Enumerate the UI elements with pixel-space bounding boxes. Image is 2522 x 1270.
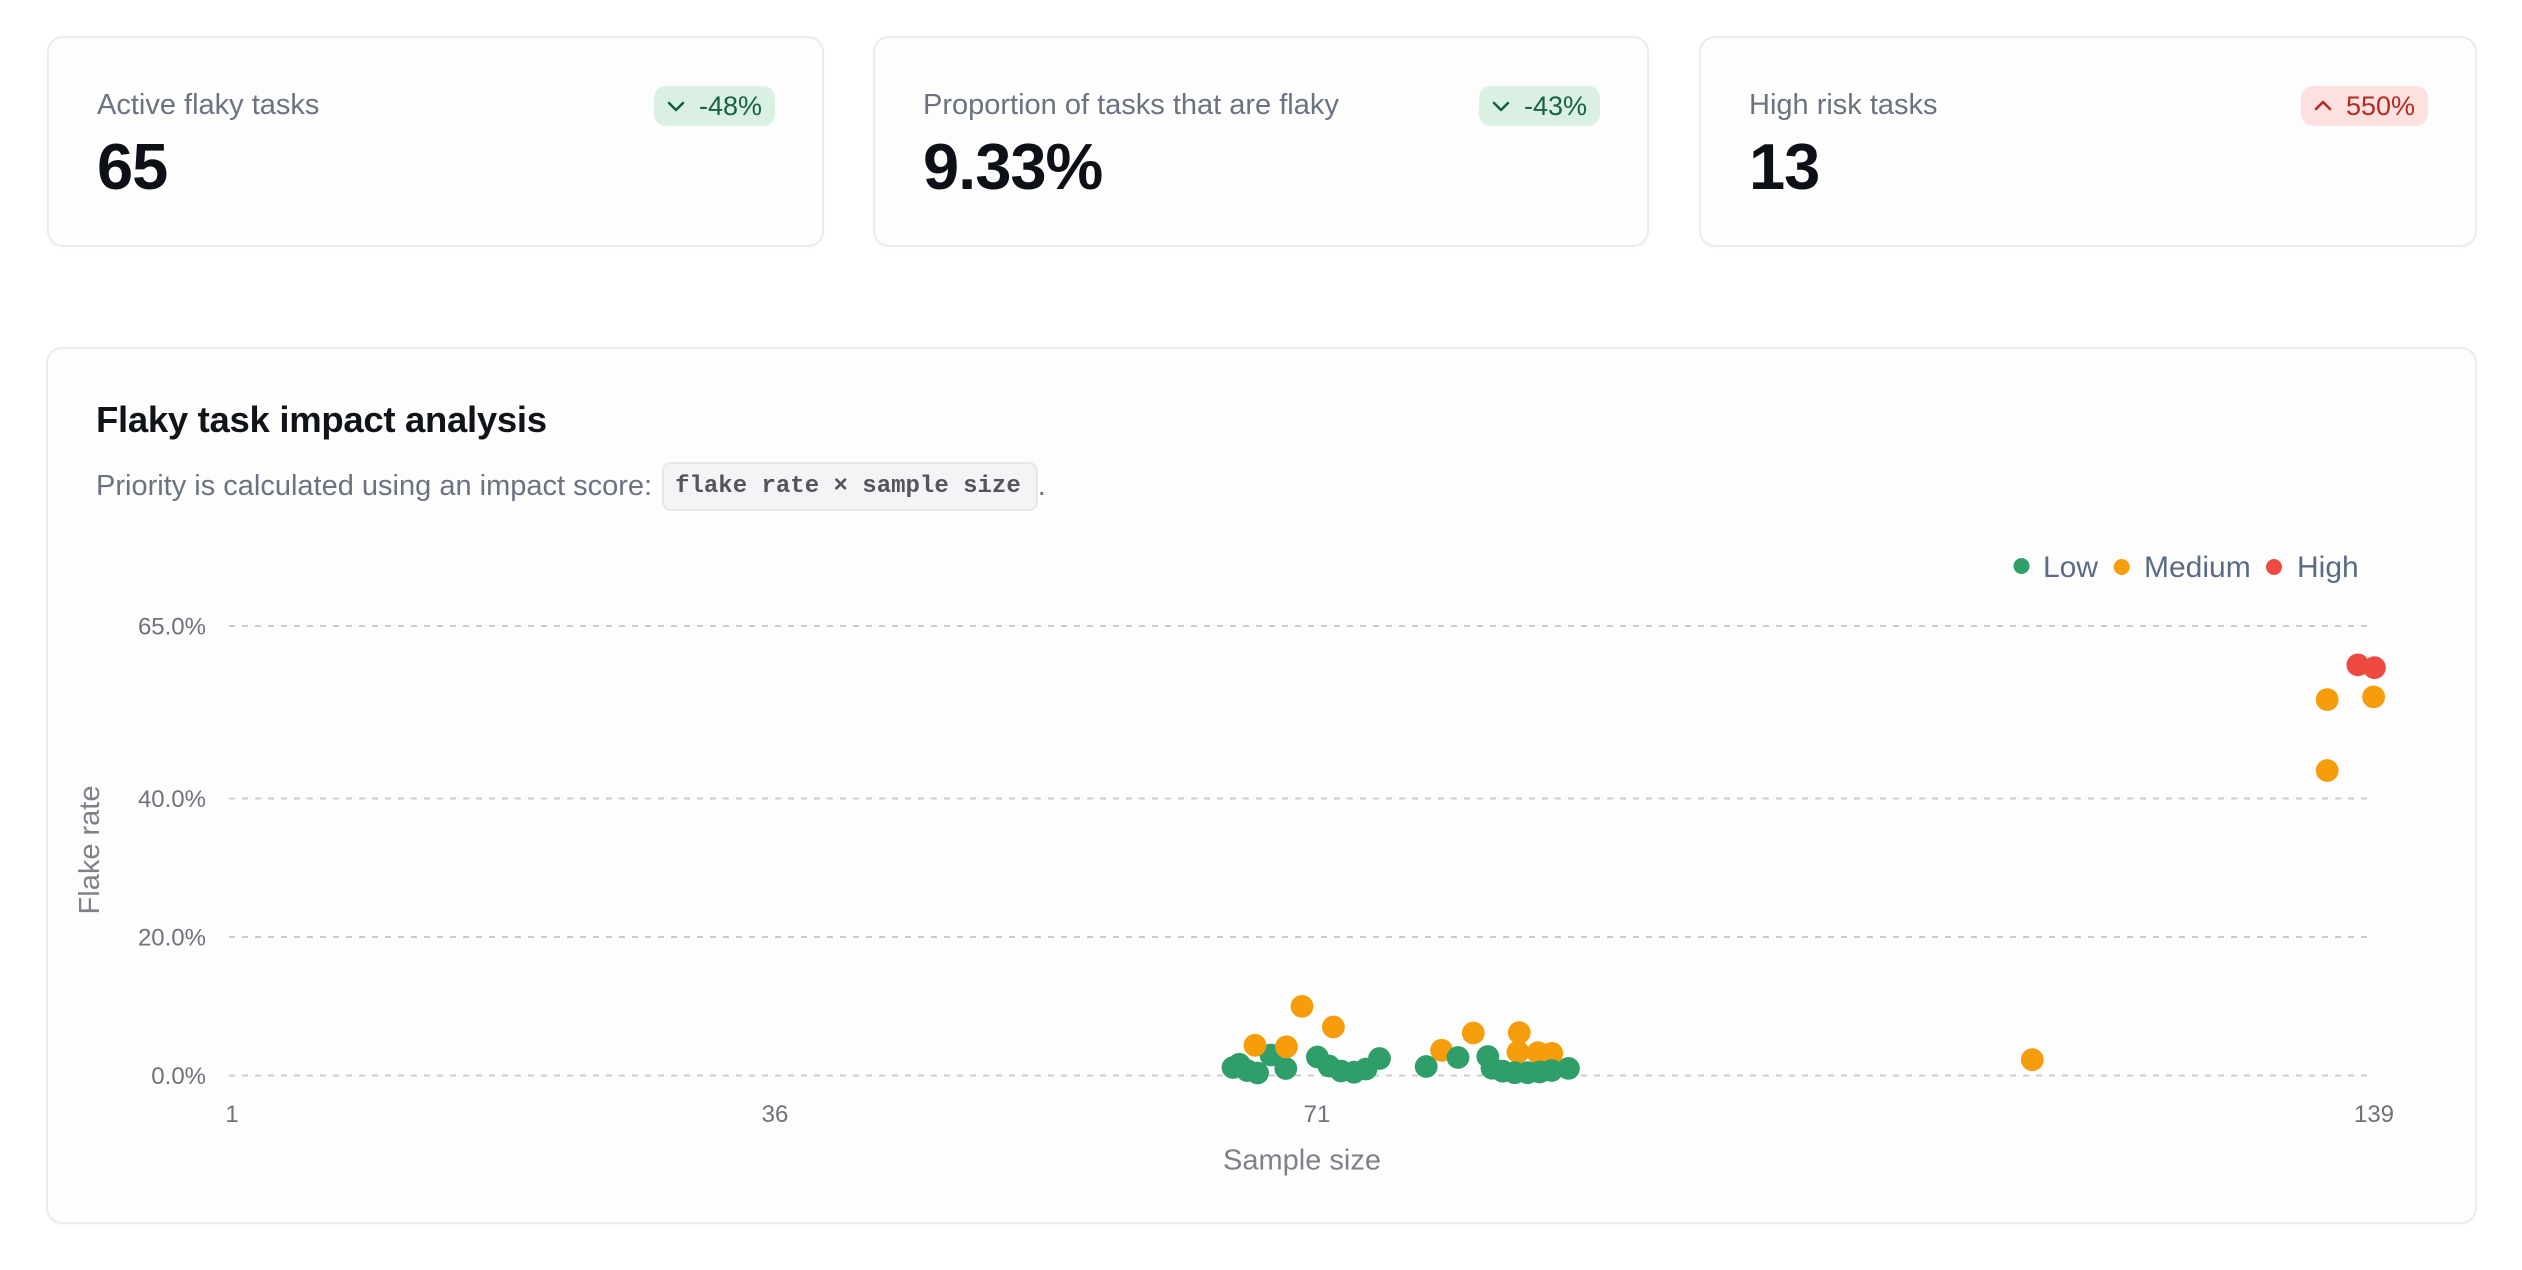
svg-text:Medium: Medium — [2144, 551, 2251, 584]
svg-text:High: High — [2297, 551, 2359, 584]
svg-text:1: 1 — [225, 1101, 238, 1128]
svg-text:20.0%: 20.0% — [138, 925, 206, 952]
svg-text:0.0%: 0.0% — [151, 1063, 206, 1090]
svg-text:Low: Low — [2043, 551, 2098, 584]
svg-text:36: 36 — [762, 1101, 789, 1128]
svg-text:40.0%: 40.0% — [138, 786, 206, 813]
svg-text:71: 71 — [1304, 1101, 1331, 1128]
svg-text:139: 139 — [2354, 1101, 2394, 1128]
svg-text:Sample size: Sample size — [1223, 1145, 1381, 1177]
svg-text:Flake rate: Flake rate — [74, 786, 106, 915]
svg-text:65.0%: 65.0% — [138, 614, 206, 641]
